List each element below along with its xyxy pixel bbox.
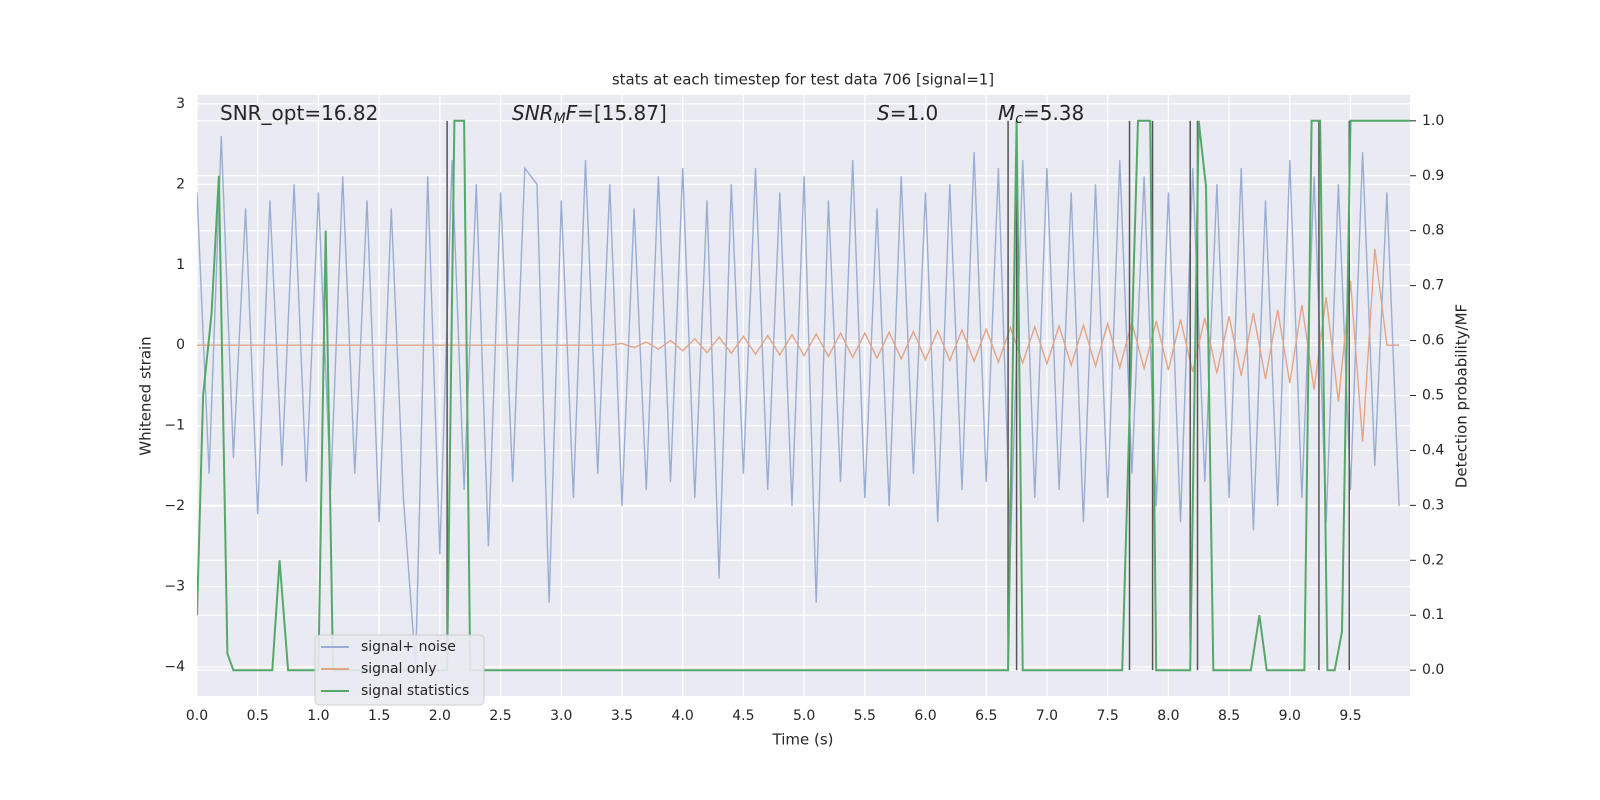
x-tick-label: 4.5: [732, 708, 754, 724]
annotation: S=1.0: [877, 101, 938, 125]
y2-tick-label: 0.9: [1422, 168, 1444, 184]
x-tick-label: 7.0: [1036, 708, 1058, 724]
y2-tick-label: 0.8: [1422, 223, 1444, 239]
y2-axis-label: Detection probability/MF: [1453, 304, 1471, 488]
annotation-part: SNR: [512, 101, 554, 125]
x-tick-label: 2.0: [429, 708, 451, 724]
x-tick-label: 6.5: [975, 708, 997, 724]
x-tick-label: 8.5: [1218, 708, 1240, 724]
annotation: SNR_opt=16.82: [220, 101, 378, 125]
y-tick-label: 2: [176, 176, 185, 192]
x-tick-label: 5.5: [854, 708, 876, 724]
y2-tick-label: 0.6: [1422, 333, 1444, 349]
x-tick-label: 2.5: [489, 708, 511, 724]
chart-title: stats at each timestep for test data 706…: [612, 71, 994, 89]
y-tick-label: 0: [176, 337, 185, 353]
x-tick-label: 1.5: [368, 708, 390, 724]
legend-label: signal+ noise: [361, 639, 456, 655]
y2-tick-label: 0.5: [1422, 388, 1444, 404]
x-tick-label: 5.0: [793, 708, 815, 724]
legend-label: signal statistics: [361, 683, 469, 699]
series-line: [197, 135, 1400, 668]
x-tick-label: 9.5: [1339, 708, 1361, 724]
y-tick-label: −1: [164, 418, 185, 434]
x-tick-label: 1.0: [307, 708, 329, 724]
x-tick-label: 3.0: [550, 708, 572, 724]
annotation: Mc=5.38: [998, 101, 1084, 128]
series-line: [197, 248, 1400, 442]
annotation-part: M: [998, 101, 1015, 125]
annotation: SNRMF=[15.87]: [512, 101, 667, 128]
y2-tick-label: 0.3: [1422, 497, 1444, 513]
annotation-part: =[15.87]: [577, 101, 667, 125]
annotation-part: F: [566, 101, 578, 125]
series-line: [197, 119, 1410, 672]
x-tick-label: 0.5: [247, 708, 269, 724]
x-tick-label: 4.0: [672, 708, 694, 724]
y2-tick-label: 0.7: [1422, 278, 1444, 294]
y-tick-label: −3: [164, 579, 185, 595]
y-tick-label: −4: [164, 659, 185, 675]
x-tick-label: 3.5: [611, 708, 633, 724]
legend-label: signal only: [361, 661, 436, 677]
annotation-part: S: [877, 101, 890, 125]
y-axis-label: Whitened strain: [137, 336, 155, 455]
annotation-part: c: [1015, 111, 1023, 127]
y-tick-label: −2: [164, 498, 185, 514]
x-tick-label: 9.0: [1279, 708, 1301, 724]
legend: signal+ noise signal only signal statistic…: [314, 634, 485, 706]
y2-tick-label: 1.0: [1422, 113, 1444, 129]
y-tick-label: 3: [176, 96, 185, 112]
x-tick-label: 7.5: [1097, 708, 1119, 724]
y2-tick-label: 0.1: [1422, 607, 1444, 623]
annotation-part: SNR_opt=16.82: [220, 101, 378, 125]
x-axis-label: Time (s): [772, 731, 834, 749]
x-tick-label: 8.0: [1157, 708, 1179, 724]
x-tick-label: 0.0: [186, 708, 208, 724]
annotation-part: M: [554, 111, 566, 127]
x-tick-label: 6.0: [914, 708, 936, 724]
y2-tick-label: 0.4: [1422, 442, 1444, 458]
y2-tick-label: 0.0: [1422, 662, 1444, 678]
y-tick-label: 1: [176, 257, 185, 273]
annotation-part: =1.0: [890, 101, 939, 125]
y2-tick-label: 0.2: [1422, 552, 1444, 568]
legend-box: [314, 634, 485, 706]
annotation-part: =5.38: [1023, 101, 1084, 125]
